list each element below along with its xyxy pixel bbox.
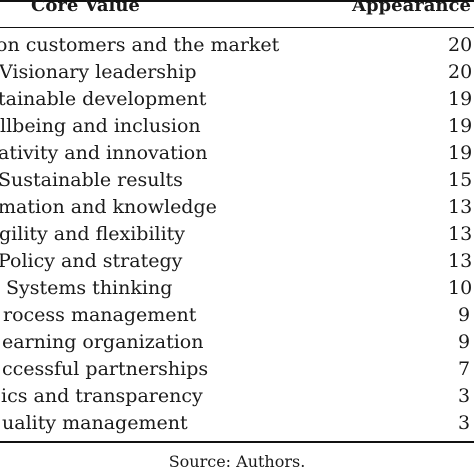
- table-row: Policy and strategy 13: [0, 248, 474, 275]
- row-core-value: on customers and the market: [0, 34, 280, 56]
- row-core-value: ativity and innovation: [0, 142, 208, 164]
- table-row: llbeing and inclusion 19: [0, 113, 474, 140]
- row-core-value: gility and flexibility: [0, 223, 186, 245]
- row-appearance: 3: [458, 412, 471, 434]
- row-appearance: 9: [458, 304, 471, 326]
- table-row: ccessful partnerships 7: [0, 356, 474, 383]
- row-appearance: 9: [458, 331, 471, 353]
- row-core-value: Systems thinking: [6, 277, 173, 299]
- source-note: Source: Authors.: [168, 452, 306, 471]
- row-appearance: 19: [448, 88, 473, 110]
- row-appearance: 3: [458, 385, 471, 407]
- row-core-value: rocess management: [3, 304, 197, 326]
- table-row: uality management 3: [0, 410, 474, 437]
- row-core-value: ccessful partnerships: [2, 358, 209, 380]
- row-core-value: tainable development: [0, 88, 207, 110]
- table-row: Systems thinking 10: [0, 275, 474, 302]
- row-core-value: Sustainable results: [0, 169, 183, 191]
- table-row: Sustainable results 15: [0, 167, 474, 194]
- row-core-value: Visionary leadership: [0, 61, 197, 83]
- row-appearance: 13: [448, 223, 473, 245]
- row-appearance: 7: [458, 358, 471, 380]
- row-core-value: earning organization: [2, 331, 204, 353]
- row-appearance: 10: [448, 277, 473, 299]
- table-row: earning organization 9: [0, 329, 474, 356]
- header-divider-rule: [0, 27, 474, 28]
- row-appearance: 15: [448, 169, 473, 191]
- table-row: Visionary leadership 20: [0, 59, 474, 86]
- table-row: gility and flexibility 13: [0, 221, 474, 248]
- row-core-value: ics and transparency: [1, 385, 203, 407]
- row-appearance: 13: [448, 250, 473, 272]
- table-row: on customers and the market 20: [0, 32, 474, 59]
- table-top-rule: [0, 0, 474, 2]
- row-appearance: 19: [448, 142, 473, 164]
- row-core-value: mation and knowledge: [0, 196, 217, 218]
- table-row: rocess management 9: [0, 302, 474, 329]
- row-core-value: Policy and strategy: [0, 250, 183, 272]
- row-core-value: llbeing and inclusion: [0, 115, 201, 137]
- row-appearance: 20: [448, 34, 473, 56]
- table-bottom-rule: [0, 441, 474, 443]
- table-row: ativity and innovation 19: [0, 140, 474, 167]
- table-row: ics and transparency 3: [0, 383, 474, 410]
- appearance-header: Appearance: [352, 0, 471, 16]
- row-appearance: 13: [448, 196, 473, 218]
- core-value-header: Core Value: [31, 0, 140, 16]
- table-row: mation and knowledge 13: [0, 194, 474, 221]
- row-appearance: 19: [448, 115, 473, 137]
- table-row: tainable development 19: [0, 86, 474, 113]
- row-core-value: uality management: [2, 412, 188, 434]
- row-appearance: 20: [448, 61, 473, 83]
